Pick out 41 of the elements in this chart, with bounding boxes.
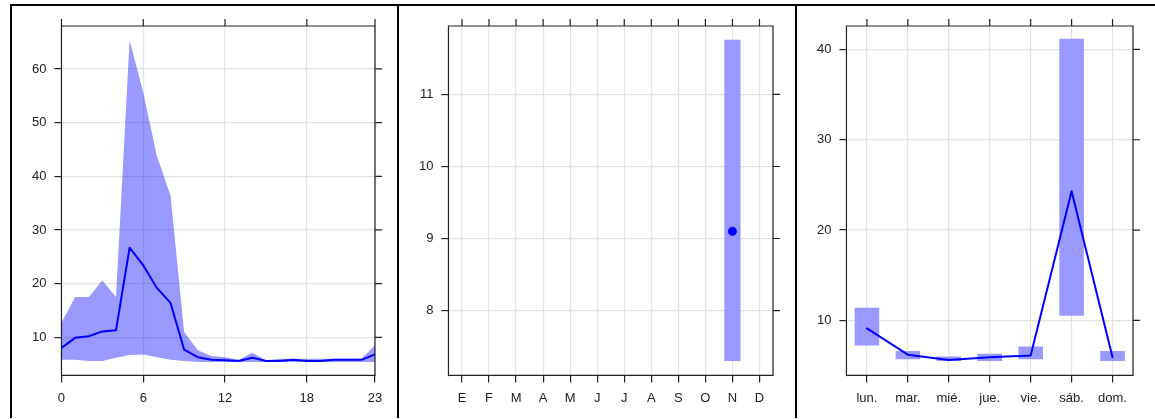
x-tick-label: J	[593, 389, 601, 405]
bar	[1100, 351, 1125, 361]
y-tick-label: 60	[31, 60, 47, 76]
y-tick-label: 40	[816, 41, 832, 57]
y-tick-label: 10	[31, 328, 47, 344]
bar	[1059, 38, 1084, 316]
x-tick-label: J	[621, 389, 628, 405]
x-tick-label: D	[754, 389, 765, 405]
x-tick-label: 18	[299, 389, 315, 405]
x-tick-label: O	[700, 389, 711, 405]
x-tick-label: mar.	[895, 389, 921, 405]
x-tick-label: 23	[367, 389, 383, 405]
x-tick-label: jue.	[978, 389, 1001, 405]
y-tick-label: 9	[426, 230, 434, 246]
x-tick-label: M	[510, 389, 522, 405]
y-tick-label: 11	[419, 86, 434, 102]
y-tick-label: 8	[426, 302, 434, 318]
x-tick-label: vie.	[1020, 389, 1041, 405]
x-tick-label: mié.	[936, 389, 962, 405]
x-tick-label: 0	[57, 389, 66, 405]
x-tick-label: A	[538, 389, 548, 405]
bar	[854, 307, 880, 346]
y-tick-label: 30	[31, 221, 47, 237]
y-tick-label: 40	[31, 167, 47, 183]
x-tick-label: S	[674, 389, 684, 405]
x-tick-label: lun.	[856, 389, 878, 405]
x-tick-label: E	[457, 389, 467, 405]
y-tick-label: 20	[816, 221, 832, 237]
x-tick-label: M	[564, 389, 576, 405]
y-tick-label: 10	[816, 311, 832, 327]
x-tick-label: F	[485, 389, 494, 405]
x-tick-label: A	[646, 389, 656, 405]
y-tick-label: 50	[31, 114, 47, 130]
x-tick-label: 12	[217, 389, 233, 405]
y-tick-label: 10	[418, 158, 434, 174]
x-tick-label: dom.	[1098, 389, 1127, 405]
y-tick-label: 30	[816, 131, 832, 147]
x-tick-label: N	[727, 389, 738, 405]
y-tick-label: 20	[31, 275, 47, 291]
x-tick-label: sáb.	[1059, 389, 1084, 405]
x-tick-label: 6	[139, 389, 147, 405]
